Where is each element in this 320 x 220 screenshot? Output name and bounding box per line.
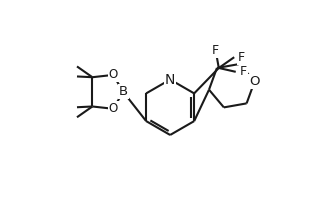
Text: O: O — [108, 102, 118, 115]
Text: N: N — [165, 73, 175, 86]
Text: F: F — [240, 65, 247, 78]
Text: O: O — [249, 75, 260, 88]
Text: O: O — [108, 68, 118, 81]
Text: F: F — [238, 51, 245, 64]
Text: F: F — [212, 44, 219, 57]
Text: B: B — [119, 85, 128, 98]
